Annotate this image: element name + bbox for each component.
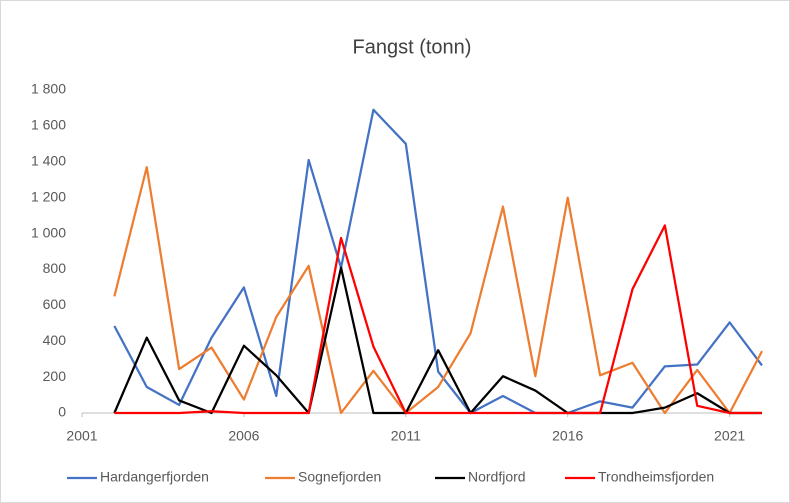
y-tick-label: 1 600 <box>31 117 66 133</box>
y-tick-label: 400 <box>43 332 67 348</box>
y-tick-label: 1 000 <box>31 224 66 240</box>
x-tick-label: 2016 <box>552 428 583 444</box>
chart-title: Fangst (tonn) <box>353 36 472 58</box>
x-tick-label: 2011 <box>391 428 421 444</box>
series-line <box>113 108 763 415</box>
legend-label: Nordfjord <box>468 469 526 485</box>
y-tick-label: 1 400 <box>31 152 66 168</box>
series-line <box>113 166 763 415</box>
x-tick-label: 2001 <box>66 428 97 444</box>
x-tick-label: 2021 <box>714 428 745 444</box>
y-tick-label: 0 <box>58 404 66 420</box>
y-tick-label: 200 <box>43 368 67 384</box>
legend-label: Sognefjorden <box>298 469 381 485</box>
series-line <box>114 224 762 415</box>
legend-label: Trondheimsfjorden <box>598 469 714 485</box>
x-tick-label: 2006 <box>228 428 259 444</box>
y-tick-label: 1 200 <box>31 188 66 204</box>
y-tick-label: 600 <box>43 296 67 312</box>
y-tick-label: 1 800 <box>31 81 66 97</box>
legend-label: Hardangerfjorden <box>100 469 209 485</box>
series-line <box>113 266 762 415</box>
y-tick-label: 800 <box>43 260 67 276</box>
